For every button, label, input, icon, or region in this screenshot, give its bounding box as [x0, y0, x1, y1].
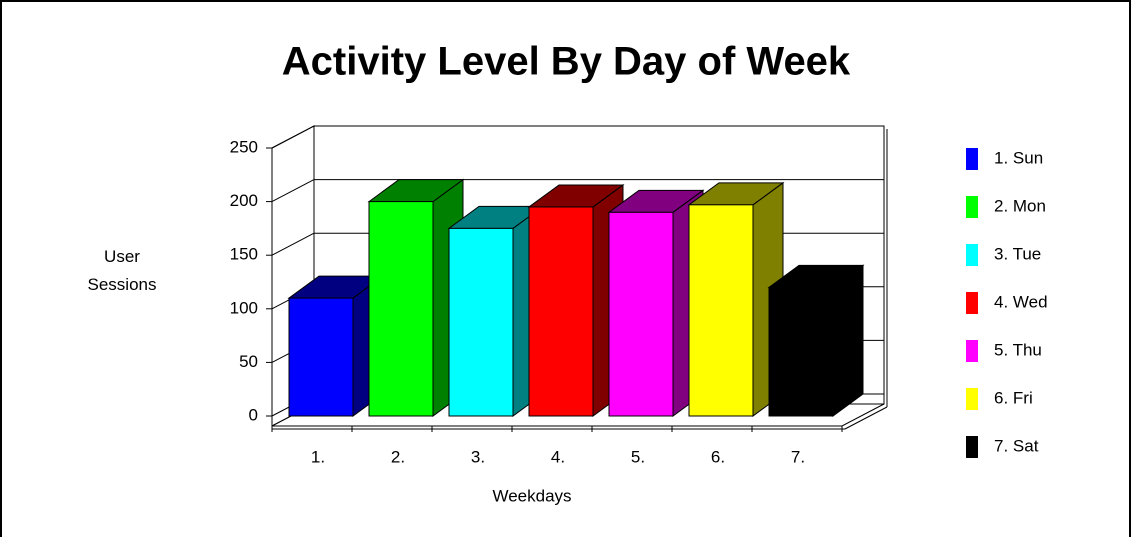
legend-label: 7. Sat: [994, 436, 1039, 455]
grid-line: [271, 179, 315, 203]
legend-label: 1. Sun: [994, 148, 1043, 167]
y-tick-label: 150: [230, 245, 258, 264]
y-tick-label: 200: [230, 191, 258, 210]
x-tick-label: 5.: [631, 447, 645, 466]
bar-front: [768, 286, 834, 417]
grid-line: [271, 232, 315, 256]
bar-front: [608, 211, 674, 417]
legend-swatch: [966, 196, 978, 218]
legend-swatch: [966, 436, 978, 458]
x-axis-label: Weekdays: [492, 486, 571, 505]
bar-side: [832, 264, 864, 417]
y-tick-label: 0: [249, 405, 258, 424]
bar-front: [288, 297, 354, 417]
grid-line: [271, 125, 315, 149]
legend-label: 2. Mon: [994, 196, 1046, 215]
y-tick-label: 250: [230, 137, 258, 156]
legend-label: 6. Fri: [994, 388, 1033, 407]
legend-swatch: [966, 148, 978, 170]
y-tick-label: 50: [239, 352, 258, 371]
bar-front: [368, 201, 434, 417]
legend-label: 5. Thu: [994, 340, 1042, 359]
x-tick-label: 4.: [551, 447, 565, 466]
legend-label: 3. Tue: [994, 244, 1041, 263]
x-tick-label: 7.: [791, 447, 805, 466]
legend-swatch: [966, 340, 978, 362]
chart-title: Activity Level By Day of Week: [282, 40, 851, 84]
x-tick-label: 2.: [391, 447, 405, 466]
legend-swatch: [966, 244, 978, 266]
y-axis-label: User Sessions: [88, 247, 157, 294]
x-tick-label: 6.: [711, 447, 725, 466]
bar: [767, 264, 865, 417]
legend-swatch: [966, 292, 978, 314]
x-tick-label: 1.: [311, 447, 325, 466]
legend-swatch: [966, 388, 978, 410]
legend-label: 4. Wed: [994, 292, 1048, 311]
bar-front: [448, 227, 514, 417]
y-tick-label: 100: [230, 298, 258, 317]
x-tick-label: 3.: [471, 447, 485, 466]
bar-front: [688, 204, 754, 417]
wall-edge: [844, 406, 888, 430]
bar-front: [528, 206, 594, 417]
